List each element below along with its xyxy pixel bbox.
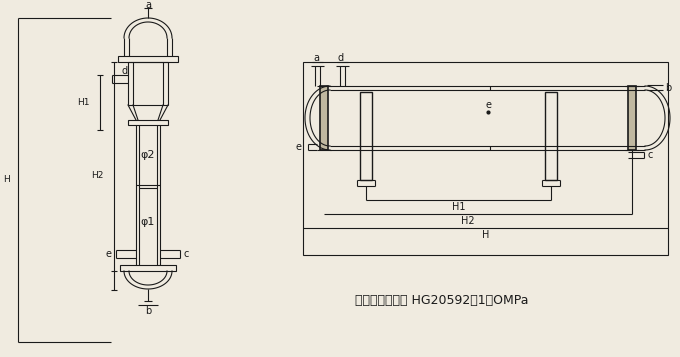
Text: φ2: φ2 — [141, 150, 155, 160]
Text: H2: H2 — [460, 216, 475, 226]
Text: e: e — [485, 100, 491, 110]
Text: 法兰使用标准： HG20592．1．OMPa: 法兰使用标准： HG20592．1．OMPa — [355, 293, 528, 307]
Text: H1: H1 — [452, 202, 465, 212]
Text: b: b — [665, 83, 671, 93]
Bar — [628, 86, 636, 150]
Text: c: c — [184, 249, 189, 259]
Bar — [303, 62, 668, 255]
Text: a: a — [145, 0, 151, 10]
Bar — [320, 86, 328, 150]
Text: a: a — [313, 53, 319, 63]
Bar — [128, 120, 168, 125]
Bar — [118, 56, 178, 62]
Text: d: d — [122, 66, 128, 76]
Bar — [120, 265, 176, 271]
Text: d: d — [338, 53, 344, 63]
Text: φ1: φ1 — [141, 217, 155, 227]
Text: H2: H2 — [92, 171, 104, 181]
Text: b: b — [145, 306, 151, 316]
Text: H: H — [482, 230, 489, 240]
Text: e: e — [106, 249, 112, 259]
Text: H1: H1 — [78, 98, 90, 107]
Text: c: c — [648, 150, 653, 160]
Bar — [360, 92, 372, 180]
Text: e: e — [296, 142, 302, 152]
Bar — [545, 92, 557, 180]
Text: H: H — [3, 176, 10, 185]
